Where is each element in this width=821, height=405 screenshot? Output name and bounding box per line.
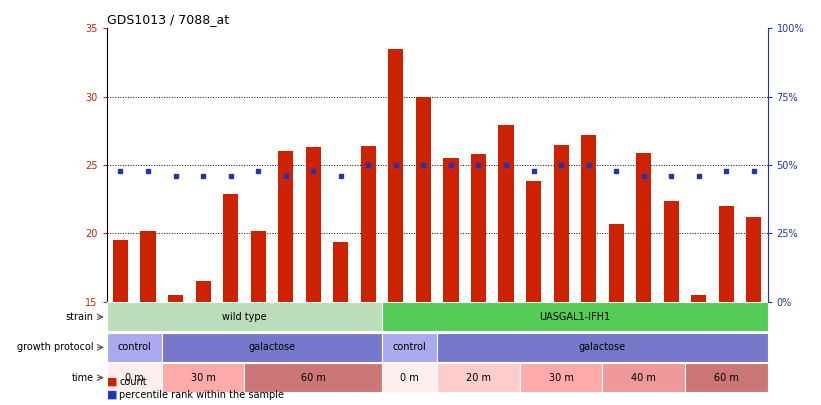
Text: count: count xyxy=(119,377,147,387)
Text: 60 m: 60 m xyxy=(714,373,739,383)
Bar xyxy=(608,224,624,302)
Bar xyxy=(107,302,382,331)
Bar xyxy=(223,194,238,302)
Bar xyxy=(520,363,603,392)
Text: strain: strain xyxy=(66,312,94,322)
Bar xyxy=(360,146,376,302)
Bar xyxy=(603,363,685,392)
Text: galactose: galactose xyxy=(249,342,296,352)
Text: 30 m: 30 m xyxy=(190,373,216,383)
Bar xyxy=(553,145,569,302)
Text: time: time xyxy=(71,373,94,383)
Text: 20 m: 20 m xyxy=(466,373,491,383)
Bar xyxy=(471,154,486,302)
Bar xyxy=(443,158,458,302)
Bar xyxy=(498,126,514,302)
Bar xyxy=(416,97,431,302)
Bar xyxy=(305,147,321,302)
Text: 30 m: 30 m xyxy=(548,373,574,383)
Bar xyxy=(437,363,520,392)
Bar xyxy=(245,363,382,392)
Bar xyxy=(113,240,128,302)
Bar xyxy=(526,181,541,302)
Bar xyxy=(140,230,156,302)
Bar xyxy=(746,217,761,302)
Bar xyxy=(691,295,706,302)
Text: 0 m: 0 m xyxy=(401,373,419,383)
Bar xyxy=(107,363,162,392)
Text: wild type: wild type xyxy=(222,312,267,322)
Text: growth protocol: growth protocol xyxy=(17,342,94,352)
Text: control: control xyxy=(117,342,151,352)
Text: ■: ■ xyxy=(107,390,117,400)
Bar xyxy=(278,151,293,302)
Bar xyxy=(162,333,382,362)
Bar xyxy=(195,281,211,302)
Bar xyxy=(718,206,734,302)
Bar xyxy=(636,153,651,302)
Bar xyxy=(250,230,266,302)
Bar xyxy=(685,363,768,392)
Text: GDS1013 / 7088_at: GDS1013 / 7088_at xyxy=(107,13,229,26)
Bar xyxy=(162,363,245,392)
Bar xyxy=(333,241,348,302)
Bar xyxy=(382,333,437,362)
Text: UASGAL1-IFH1: UASGAL1-IFH1 xyxy=(539,312,611,322)
Text: percentile rank within the sample: percentile rank within the sample xyxy=(119,390,284,400)
Bar xyxy=(168,295,183,302)
Bar xyxy=(382,302,768,331)
Text: 0 m: 0 m xyxy=(125,373,144,383)
Text: control: control xyxy=(392,342,427,352)
Bar xyxy=(388,49,403,302)
Bar xyxy=(663,200,679,302)
Bar xyxy=(437,333,768,362)
Text: 60 m: 60 m xyxy=(300,373,326,383)
Text: ■: ■ xyxy=(107,377,117,387)
Text: galactose: galactose xyxy=(579,342,626,352)
Text: 40 m: 40 m xyxy=(631,373,656,383)
Bar xyxy=(107,333,162,362)
Bar xyxy=(581,135,596,302)
Bar xyxy=(382,363,437,392)
